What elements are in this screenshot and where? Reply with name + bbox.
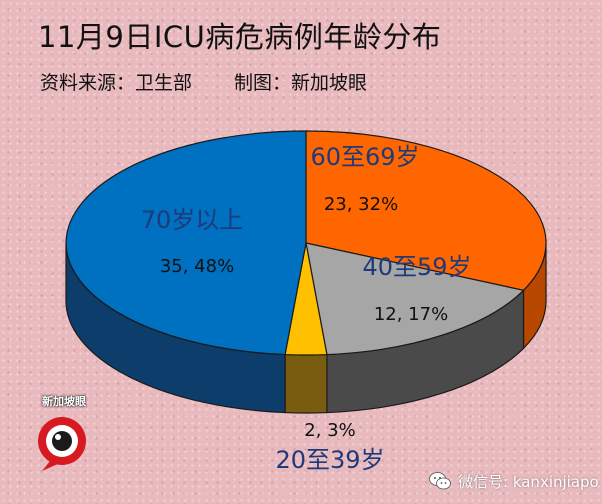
pie-slice-3 bbox=[65, 130, 307, 356]
wechat-text: 微信号: kanxinjiapo bbox=[458, 472, 599, 491]
chart-title: 11月9日ICU病危病例年龄分布 bbox=[38, 20, 442, 54]
wechat-icon bbox=[429, 472, 451, 490]
pie-labels: 60至69岁 23, 32% 40至59岁 12, 17% 20至39岁 2, 3% 70岁… bbox=[141, 143, 472, 474]
slice-value-0: 23, 32% bbox=[324, 194, 398, 215]
slice-value-1: 12, 17% bbox=[374, 304, 448, 325]
brand-logo: 新加坡眼 bbox=[28, 393, 108, 473]
pie-slice-1 bbox=[305, 242, 525, 356]
slice-label-2: 20至39岁 bbox=[275, 446, 384, 474]
pie-slice-0 bbox=[305, 130, 547, 291]
chart-meta: 资料来源：卫生部 制图：新加坡眼 bbox=[40, 68, 367, 95]
wechat-watermark: 微信号: kanxinjiapo bbox=[428, 468, 599, 494]
source-label: 资料来源：卫生部 bbox=[40, 72, 193, 94]
credit-label: 制图：新加坡眼 bbox=[234, 72, 368, 94]
slice-label-0: 60至69岁 bbox=[310, 143, 419, 171]
slice-value-3: 35, 48% bbox=[160, 256, 234, 277]
eye-logo-icon bbox=[38, 417, 86, 471]
slice-label-1: 40至59岁 bbox=[362, 253, 471, 281]
pie-side-2 bbox=[284, 353, 328, 414]
slice-value-2: 2, 3% bbox=[304, 420, 355, 441]
slice-label-3: 70岁以上 bbox=[141, 206, 244, 234]
logo-text: 新加坡眼 bbox=[42, 395, 86, 408]
pie-tops bbox=[65, 130, 547, 356]
